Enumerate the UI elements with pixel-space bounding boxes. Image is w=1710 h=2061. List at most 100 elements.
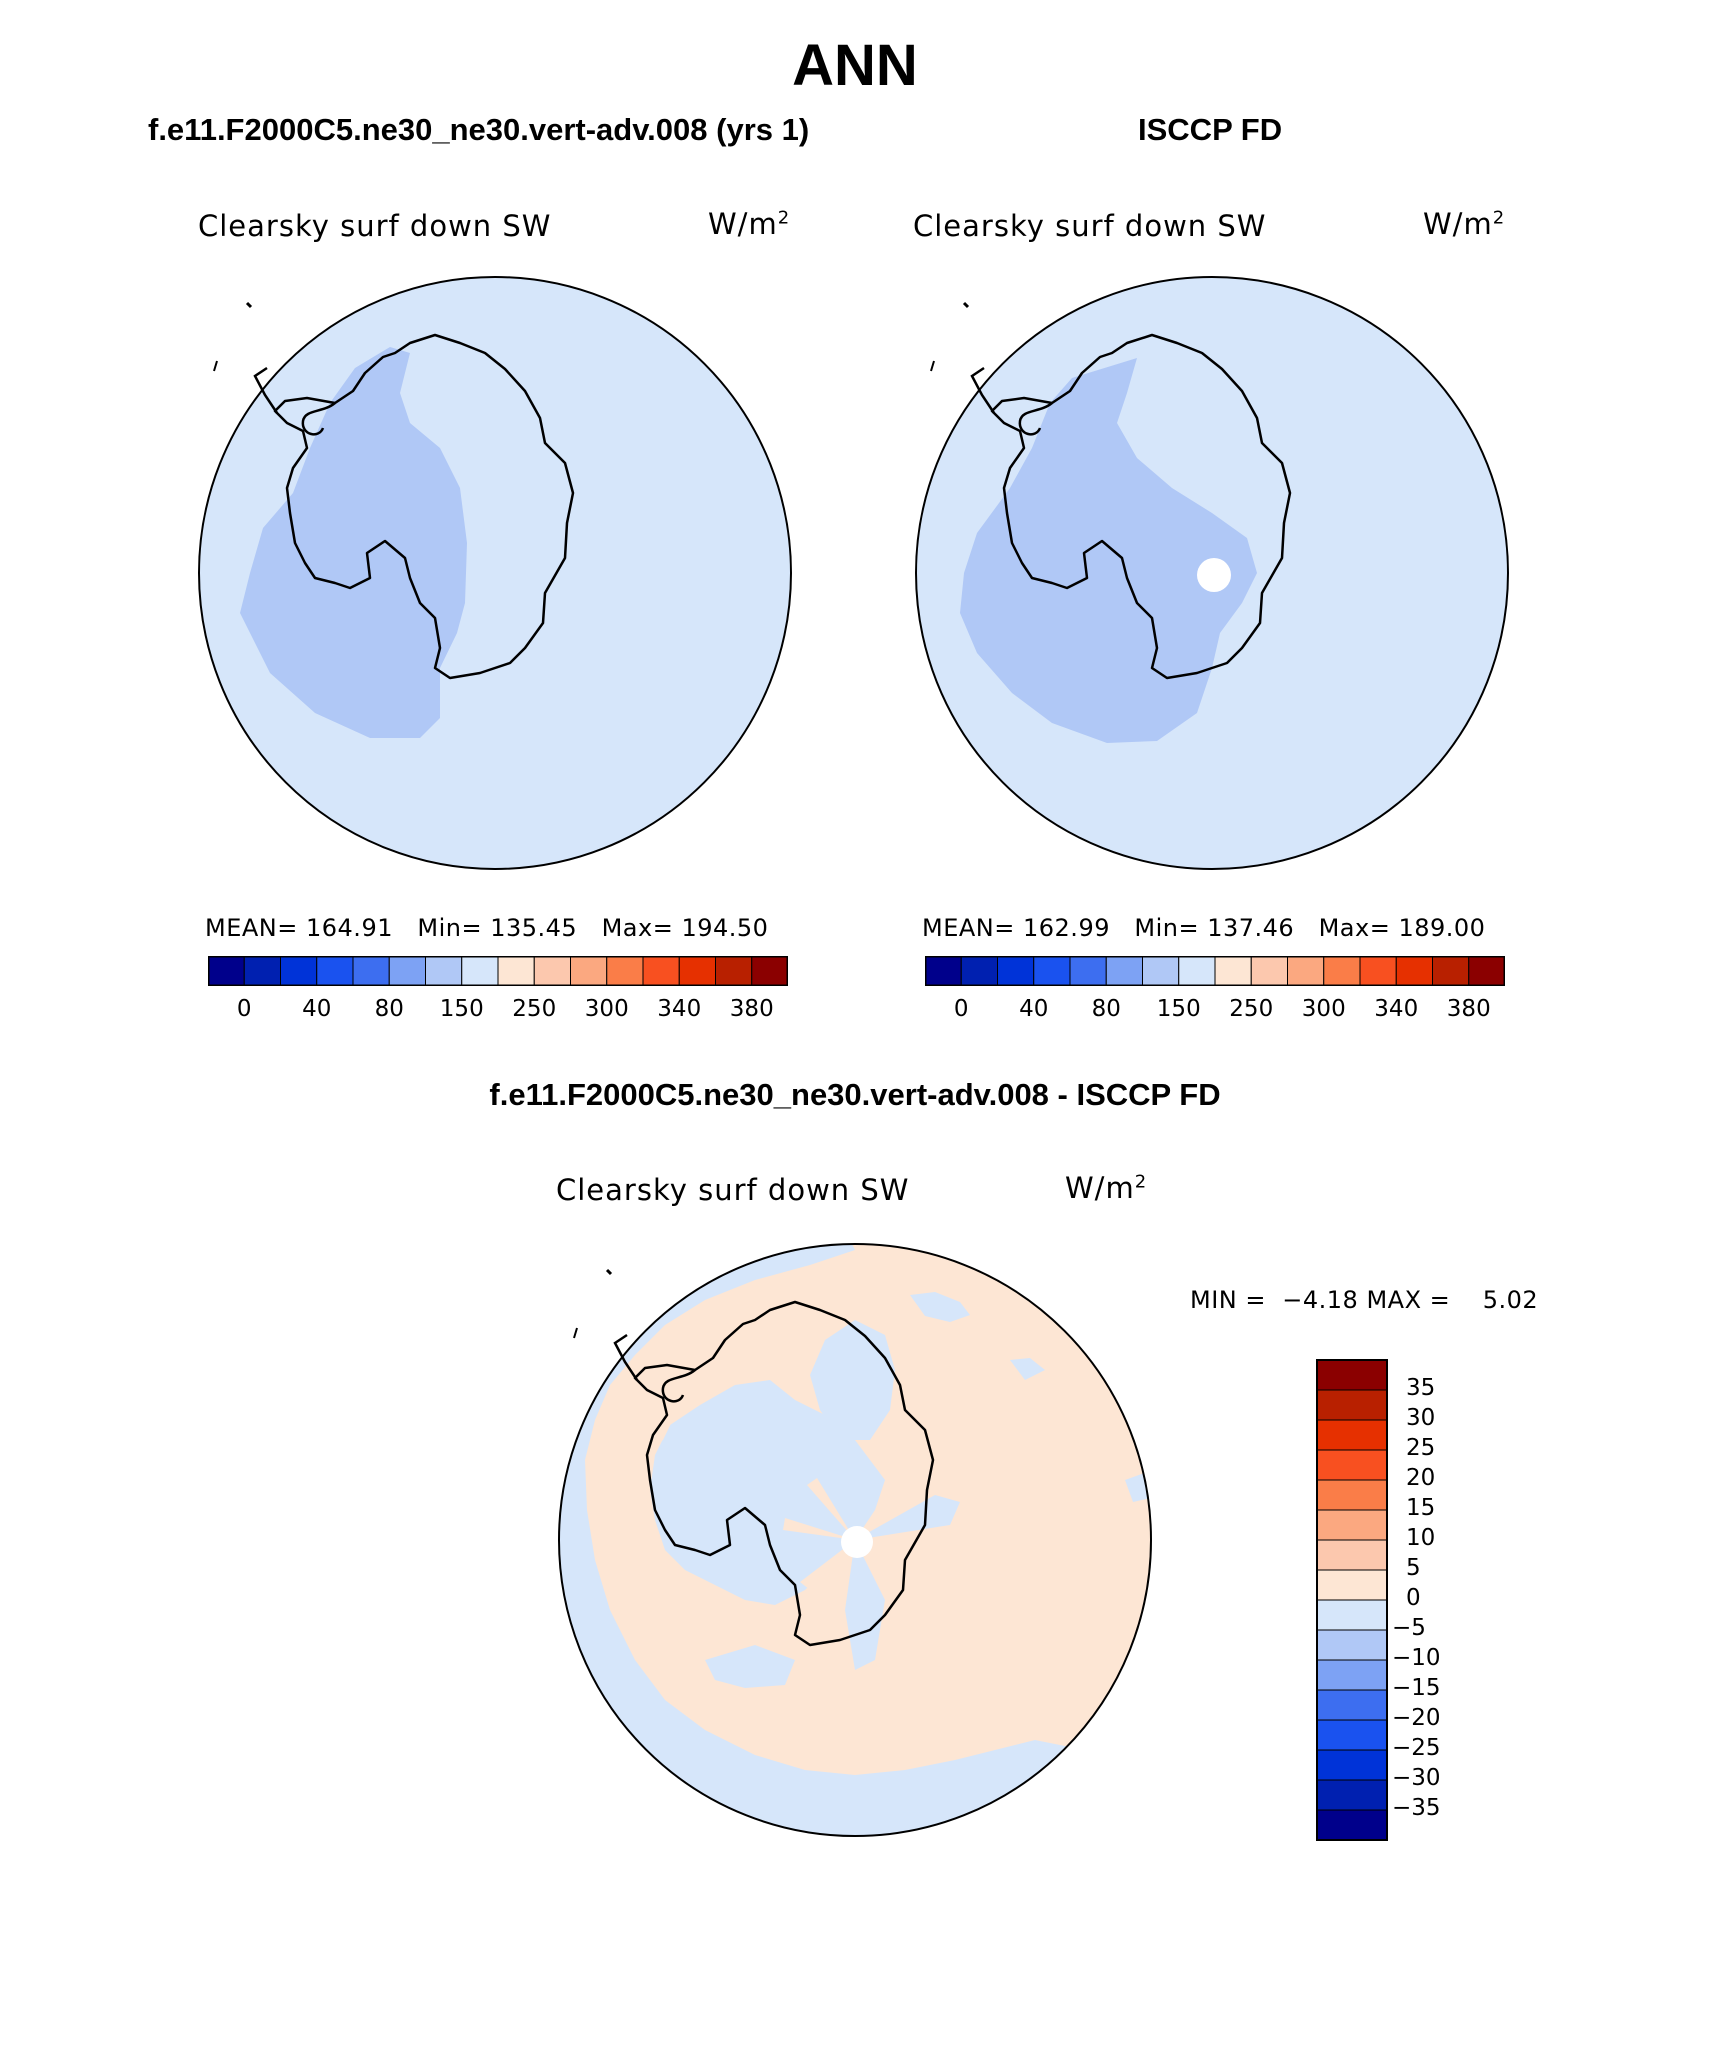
right-colorbar-box [1142,956,1180,986]
right-stats: MEAN= 162.99 Min= 137.46 Max= 189.00 [922,914,1486,942]
left-colorbar-tick-label: 0 [236,996,252,1022]
diff-colorbar-tick-label: −30 [1392,1765,1441,1791]
diff-colorbar-tick-label: 20 [1406,1465,1436,1491]
diff-positive-streak-1 [807,1478,855,1540]
right-colorbar-box [1105,956,1143,986]
right-colorbar-box [1250,956,1288,986]
diff-colorbar-tick-label: 0 [1406,1585,1421,1611]
diff-polar-map [558,1243,1152,1837]
diff-colorbar-box [1316,1779,1388,1811]
left-colorbar-box [497,956,535,986]
diff-positive-peninsula [603,1390,680,1455]
right-colorbar-tick-label: 340 [1374,996,1419,1022]
diff-colorbar-box [1316,1359,1388,1391]
right-colorbar-box [960,956,998,986]
diff-colorbar-outline [1316,1359,1388,1841]
right-panel-title: ISCCP FD [1138,112,1283,147]
diff-colorbar-box [1316,1569,1388,1601]
left-colorbar-tick-label: 340 [657,996,702,1022]
diff-colorbar-tick-label: −35 [1392,1795,1441,1821]
diff-colorbar-box [1316,1719,1388,1751]
right-missing-data-pole [1197,558,1231,592]
diff-colorbar-tick-label: 25 [1406,1435,1436,1461]
diff-peninsula-coast [613,1333,639,1381]
left-colorbar-box [606,956,644,986]
diff-negative-interior-west [650,1380,885,1605]
left-colorbar-box [243,956,281,986]
left-colorbar-box [388,956,426,986]
main-title: ANN [792,33,918,98]
left-colorbar-outline [208,956,788,986]
right-colorbar-tick-label: 380 [1446,996,1491,1022]
diff-colorbar-tick-label: −15 [1392,1675,1441,1701]
left-colorbar-labels: 0 40 80 150 250 300 340 380 [208,996,788,1026]
diff-positive-streak-3 [800,1540,855,1590]
right-colorbar-tick-label: 150 [1156,996,1201,1022]
diff-missing-data-pole [841,1526,873,1558]
diff-colorbar-box [1316,1599,1388,1631]
right-colorbar-box [1287,956,1325,986]
diff-colorbar-box [1316,1809,1388,1841]
right-colorbar-box [1214,956,1252,986]
right-colorbar-box [1178,956,1216,986]
diff-island-mark [605,1268,613,1276]
right-colorbar-box [1033,956,1071,986]
right-colorbar-tick-label: 300 [1301,996,1346,1022]
diff-colorbar-tick-label: 10 [1406,1525,1436,1551]
left-panel-title: f.e11.F2000C5.ne30_ne30.vert-adv.008 (yr… [148,112,810,147]
diff-colorbar-box [1316,1659,1388,1691]
right-island-mark [962,301,970,309]
diff-colorbar-tick-label: −20 [1392,1705,1441,1731]
left-colorbar-tick-label: 300 [584,996,629,1022]
left-colorbar-tick-label: 80 [374,996,404,1022]
diff-negative-top-ocean [910,1292,970,1322]
diff-colorbar-tick-label: 5 [1406,1555,1421,1581]
diff-colorbar-tick-label: 30 [1406,1405,1436,1431]
diff-ice-shelf-coast [661,1368,696,1403]
diff-colorbar-box [1316,1479,1388,1511]
diff-colorbar-box [1316,1539,1388,1571]
right-colorbar-labels: 0 40 80 150 250 300 340 380 [925,996,1505,1026]
diff-colorbar-box [1316,1389,1388,1421]
left-colorbar-box [425,956,463,986]
right-polar-map [915,276,1509,870]
right-colorbar-tick-label: 250 [1229,996,1274,1022]
left-island-mark-2 [213,360,218,372]
left-island-mark [245,301,253,309]
diff-negative-spoke-south [845,1540,885,1670]
left-colorbar-box [751,956,788,986]
diff-colorbar-tick-label: −25 [1392,1735,1441,1761]
diff-antarctica-coast [633,1300,935,1647]
left-colorbar-box [352,956,390,986]
left-stats: MEAN= 164.91 Min= 135.45 Max= 194.50 [205,914,769,942]
left-map-boundary [198,276,792,870]
right-colorbar-tick-label: 40 [1019,996,1049,1022]
diff-map-boundary [558,1243,1152,1837]
diff-panel-title: f.e11.F2000C5.ne30_ne30.vert-adv.008 - I… [489,1077,1221,1112]
right-colorbar-tick-label: 80 [1091,996,1121,1022]
right-colorbar-box [997,956,1035,986]
diff-colorbar-box [1316,1509,1388,1541]
left-variable-label: Clearsky surf down SW [198,209,552,243]
left-colorbar-tick-label: 150 [439,996,484,1022]
left-colorbar-box [208,956,245,986]
right-colorbar-box [1359,956,1397,986]
diff-colorbar-tick-label: 15 [1406,1495,1436,1521]
left-colorbar-box [316,956,354,986]
diff-positive-streak-2 [783,1518,855,1540]
left-colorbar-tick-label: 250 [512,996,557,1022]
right-colorbar-box [1069,956,1107,986]
diff-negative-patch-sw [705,1645,795,1688]
left-colorbar [208,956,788,986]
right-colorbar-tick-label: 0 [953,996,969,1022]
diff-colorbar [1316,1359,1388,1841]
diff-negative-spoke-east [855,1495,960,1540]
diff-colorbar-box [1316,1629,1388,1661]
right-low-flux-region [960,358,1257,743]
right-island-mark-2 [930,360,935,372]
left-peninsula-coast [253,366,279,414]
diff-units-label: W/m2 [1065,1171,1148,1205]
diff-variable-label: Clearsky surf down SW [556,1173,910,1207]
right-units-label: W/m2 [1423,207,1506,241]
right-colorbar-box [1432,956,1470,986]
